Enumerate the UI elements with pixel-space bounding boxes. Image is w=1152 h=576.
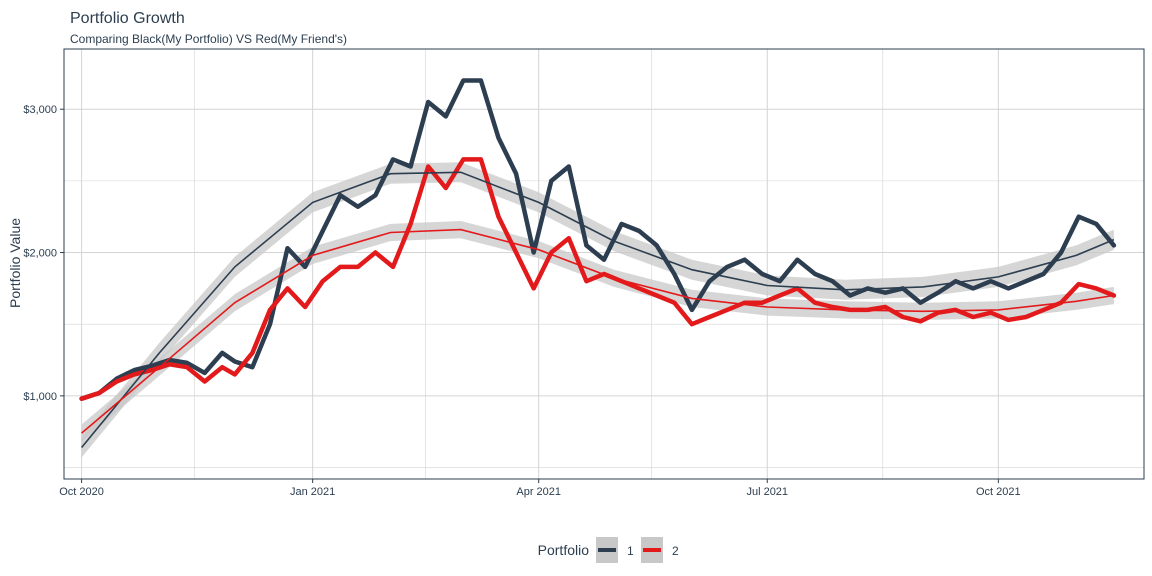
- smooth-ribbon-2: [81, 221, 1114, 442]
- y-tick-label: $2,000: [23, 248, 57, 260]
- x-tick-label: Jul 2021: [746, 486, 788, 498]
- chart-subtitle: Comparing Black(My Portfolio) VS Red(My …: [70, 32, 347, 46]
- panel-border: [63, 48, 1145, 480]
- smooth-line-1: [80, 171, 1115, 449]
- legend-label-1: 1: [627, 544, 634, 558]
- x-tick-label: Oct 2021: [976, 486, 1021, 498]
- smooth-line-2: [81, 228, 1115, 434]
- x-tick-label: Jan 2021: [290, 486, 335, 498]
- legend-title: Portfolio: [538, 542, 590, 558]
- x-tick-label: Oct 2020: [59, 486, 104, 498]
- x-tick-label: Apr 2021: [516, 486, 561, 498]
- y-axis-title: Portfolio Value: [7, 218, 23, 308]
- y-tick-label: $1,000: [23, 391, 57, 403]
- y-tick-label: $3,000: [23, 104, 57, 116]
- chart-title: Portfolio Growth: [70, 10, 185, 27]
- series-line-2: [79, 157, 1117, 401]
- legend-label-2: 2: [672, 544, 679, 558]
- series-line-1: [79, 78, 1117, 401]
- plot-area: Oct 2020 Jan 2021 Apr 2021 Jul 2021 Oct 2021…: [23, 48, 1145, 498]
- legend: Portfolio 1 2: [538, 537, 679, 563]
